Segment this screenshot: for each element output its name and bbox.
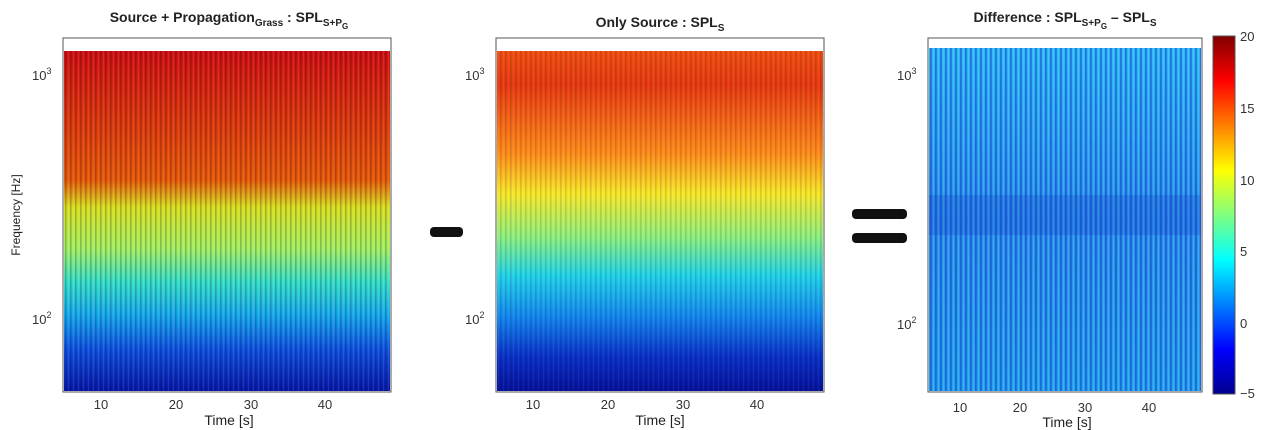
panel-3-xtick-20: 20 [1013,400,1027,415]
panel-2-xtick-30: 30 [676,397,690,412]
minus-operator [430,227,463,237]
panel-2-xtick-40: 40 [750,397,764,412]
colorbar-tick-5: 5 [1240,244,1247,259]
equals-operator-text: = [879,229,880,231]
panel-1: Source + PropagationGrass : SPLS+PG 103 … [9,9,392,428]
panel-3-heatmap-texture [929,48,1201,391]
panel-3-ytick-100: 102 [897,315,916,332]
colorbar-tick-minus5: −5 [1240,386,1255,401]
panel-1-ytick-1000: 103 [32,66,51,83]
panel-1-xtick-10: 10 [94,397,108,412]
colorbar-tick-0: 0 [1240,316,1247,331]
panel-1-xtick-20: 20 [169,397,183,412]
panel-1-xlabel: Time [s] [204,412,253,428]
equals-operator-top [852,209,907,219]
equals-operator-bottom [852,233,907,243]
panel-2-ytick-1000: 103 [465,66,484,83]
panel-1-heatmap-texture [64,51,390,391]
panel-3-xtick-10: 10 [953,400,967,415]
colorbar-tick-15: 15 [1240,101,1254,116]
colorbar: 20 15 10 5 0 −5 [1212,29,1255,401]
panel-1-title: Source + PropagationGrass : SPLS+PG [110,9,349,31]
panel-2-xlabel: Time [s] [635,412,684,428]
panel-2-heatmap-texture [497,51,823,391]
panel-1-ylabel: Frequency [Hz] [9,174,23,255]
colorbar-tick-20: 20 [1240,29,1254,44]
panel-3-ytick-1000: 103 [897,66,916,83]
panel-3: Difference : SPLS+PG – SPLS 103 102 10 2… [897,9,1203,430]
panel-2: Only Source : SPLS 103 102 10 20 30 40 T… [465,14,825,428]
panel-1-xtick-30: 30 [244,397,258,412]
colorbar-gradient [1212,35,1236,395]
panel-2-title: Only Source : SPLS [596,14,725,34]
panel-3-title: Difference : SPLS+PG – SPLS [973,9,1156,31]
panel-3-dark-band [929,195,1201,235]
panel-3-xtick-40: 40 [1142,400,1156,415]
panel-1-ytick-100: 102 [32,310,51,327]
minus-operator-text: – [447,235,448,237]
panel-3-xlabel: Time [s] [1042,414,1091,430]
panel-1-xtick-40: 40 [318,397,332,412]
colorbar-tick-10: 10 [1240,173,1254,188]
panel-2-xtick-10: 10 [526,397,540,412]
panel-2-ytick-100: 102 [465,310,484,327]
panel-2-xtick-20: 20 [601,397,615,412]
panel-3-xtick-30: 30 [1078,400,1092,415]
